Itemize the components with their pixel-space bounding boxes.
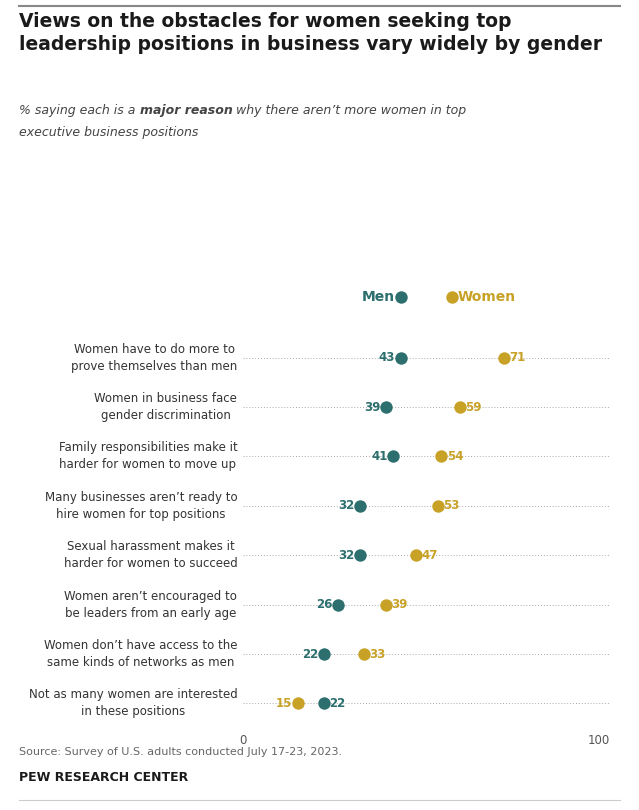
Text: Women: Women <box>458 290 516 305</box>
Point <box>447 291 458 304</box>
Text: Women have to do more to
prove themselves than men: Women have to do more to prove themselve… <box>71 343 237 373</box>
Point <box>381 598 391 611</box>
Text: major reason: major reason <box>139 104 233 117</box>
Text: Women aren’t encouraged to
be leaders from an early age: Women aren’t encouraged to be leaders fr… <box>65 590 237 620</box>
Text: Men: Men <box>362 290 396 305</box>
Text: 53: 53 <box>443 499 459 513</box>
Text: Women don’t have access to the
same kinds of networks as men: Women don’t have access to the same kind… <box>44 639 237 669</box>
Text: 22: 22 <box>329 697 346 710</box>
Point <box>433 500 443 513</box>
Point <box>381 401 391 414</box>
Text: Source: Survey of U.S. adults conducted July 17-23, 2023.: Source: Survey of U.S. adults conducted … <box>19 747 343 757</box>
Point <box>389 450 399 463</box>
Text: Not as many women are interested
in these positions: Not as many women are interested in thes… <box>29 688 237 718</box>
Text: 39: 39 <box>392 598 408 611</box>
Point <box>355 500 366 513</box>
Point <box>396 352 406 365</box>
Text: Views on the obstacles for women seeking top
leadership positions in business va: Views on the obstacles for women seeking… <box>19 12 603 54</box>
Text: 32: 32 <box>339 499 355 513</box>
Text: 47: 47 <box>421 548 438 562</box>
Text: Many businesses aren’t ready to
hire women for top positions: Many businesses aren’t ready to hire wom… <box>45 491 237 521</box>
Text: 54: 54 <box>447 450 463 463</box>
Point <box>319 647 329 660</box>
Text: 0: 0 <box>239 734 247 747</box>
Point <box>355 548 366 561</box>
Text: 22: 22 <box>302 647 318 660</box>
Point <box>396 291 406 304</box>
Text: 32: 32 <box>339 548 355 562</box>
Text: 43: 43 <box>379 352 396 365</box>
Text: Sexual harassment makes it
harder for women to succeed: Sexual harassment makes it harder for wo… <box>63 540 237 570</box>
Point <box>319 697 329 710</box>
Text: 33: 33 <box>369 647 386 660</box>
Text: executive business positions: executive business positions <box>19 126 199 139</box>
Text: 26: 26 <box>316 598 333 611</box>
Text: Family responsibilities make it
harder for women to move up: Family responsibilities make it harder f… <box>59 441 237 471</box>
Point <box>498 352 509 365</box>
Text: 39: 39 <box>364 401 381 414</box>
Text: 15: 15 <box>276 697 293 710</box>
Text: % saying each is a: % saying each is a <box>19 104 139 117</box>
Text: 41: 41 <box>371 450 388 463</box>
Point <box>454 401 465 414</box>
Point <box>410 548 420 561</box>
Point <box>436 450 447 463</box>
Text: 71: 71 <box>509 352 525 365</box>
Point <box>293 697 303 710</box>
Point <box>359 647 369 660</box>
Text: Women in business face
gender discrimination: Women in business face gender discrimina… <box>95 392 237 422</box>
Text: 59: 59 <box>465 401 482 414</box>
Point <box>334 598 344 611</box>
Text: 100: 100 <box>588 734 610 747</box>
Text: PEW RESEARCH CENTER: PEW RESEARCH CENTER <box>19 771 189 784</box>
Text: why there aren’t more women in top: why there aren’t more women in top <box>233 104 466 117</box>
